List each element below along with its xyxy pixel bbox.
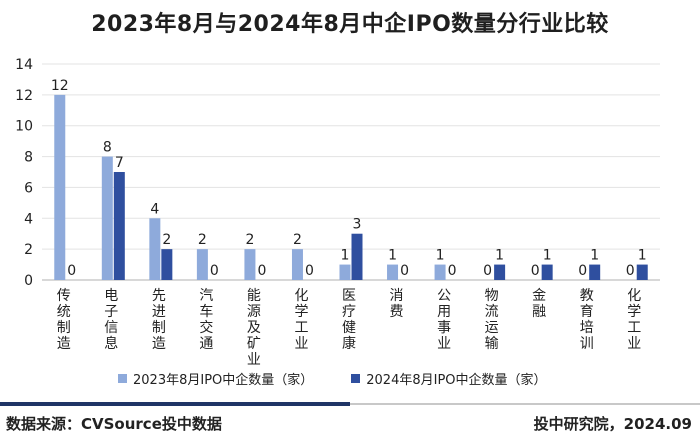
data-label-2024: 0 — [305, 263, 314, 279]
data-label-2023: 12 — [51, 78, 69, 94]
bar-2023 — [149, 218, 161, 280]
data-label-2024: 0 — [257, 263, 266, 279]
data-label-2024: 0 — [67, 263, 76, 279]
x-tick-label: 教育培训 — [580, 288, 594, 352]
bar-2024 — [589, 264, 601, 280]
y-tick-label: 2 — [24, 242, 33, 258]
chart-title: 2023年8月与2024年8月中企IPO数量分行业比较 — [91, 12, 609, 37]
bar-2023 — [244, 249, 256, 280]
data-label-2023: 0 — [578, 263, 587, 279]
data-label-2024: 1 — [543, 248, 552, 264]
data-label-2023: 2 — [293, 232, 302, 248]
tick-labels: 02468101214传统制造电子信息先进制造汽车交通能源及矿业化学工业医疗健康… — [15, 57, 641, 368]
bars — [54, 94, 648, 280]
data-label-2023: 0 — [531, 263, 540, 279]
x-tick-label: 电子信息 — [104, 288, 118, 352]
bar-2023 — [196, 249, 208, 280]
x-tick-label: 先进制造 — [152, 288, 166, 352]
data-label-2024: 1 — [495, 248, 504, 264]
data-label-2024: 1 — [590, 248, 599, 264]
bar-2024 — [113, 172, 125, 280]
y-tick-label: 12 — [15, 88, 33, 104]
legend-label-2024: 2024年8月IPO中企数量（家） — [366, 373, 547, 388]
bar-2024 — [541, 264, 553, 280]
y-tick-label: 0 — [24, 273, 33, 289]
footer-source: 数据来源：CVSource投中数据 — [6, 415, 222, 433]
bar-2023 — [291, 249, 303, 280]
bar-2023 — [54, 94, 66, 280]
legend: 2023年8月IPO中企数量（家） 2024年8月IPO中企数量（家） — [118, 369, 547, 388]
data-label-2023: 2 — [245, 232, 254, 248]
y-tick-label: 6 — [24, 180, 33, 196]
y-tick-label: 8 — [24, 150, 33, 166]
x-tick-label: 消费 — [390, 288, 404, 320]
bar-2023 — [387, 264, 399, 280]
data-label-2024: 3 — [353, 217, 362, 233]
bar-2024 — [351, 233, 363, 280]
y-tick-label: 14 — [15, 57, 33, 73]
data-label-2024: 7 — [115, 155, 124, 171]
data-label-2023: 0 — [483, 263, 492, 279]
footer-divider-dark — [0, 402, 350, 406]
bar-2024 — [494, 264, 506, 280]
bar-2023 — [434, 264, 446, 280]
x-tick-label: 医疗健康 — [342, 288, 356, 352]
data-label-2023: 1 — [388, 248, 397, 264]
x-tick-label: 公用事业 — [437, 288, 451, 352]
x-tick-label: 能源及矿业 — [247, 288, 261, 368]
data-label-2023: 8 — [103, 140, 112, 156]
legend-swatch-2023 — [118, 374, 127, 383]
x-tick-label: 化学工业 — [627, 288, 641, 352]
data-label-2024: 2 — [162, 232, 171, 248]
y-tick-label: 10 — [15, 119, 33, 135]
legend-swatch-2024 — [351, 374, 361, 383]
footer-divider-light — [350, 403, 700, 405]
data-label-2024: 0 — [448, 263, 457, 279]
data-label-2024: 0 — [400, 263, 409, 279]
data-label-2024: 1 — [638, 248, 647, 264]
legend-item-2024: 2024年8月IPO中企数量（家） — [351, 369, 547, 388]
data-label-2023: 0 — [626, 263, 635, 279]
bar-2023 — [339, 264, 351, 280]
data-label-2023: 2 — [198, 232, 207, 248]
legend-label-2023: 2023年8月IPO中企数量（家） — [133, 373, 314, 388]
bar-2023 — [101, 156, 113, 280]
grid-lines — [42, 63, 660, 250]
bar-2024 — [636, 264, 648, 280]
legend-item-2023: 2023年8月IPO中企数量（家） — [118, 369, 313, 388]
x-tick-label: 物流运输 — [485, 288, 499, 352]
x-tick-label: 化学工业 — [294, 288, 308, 352]
data-label-2023: 4 — [150, 201, 159, 217]
x-tick-label: 传统制造 — [57, 288, 71, 352]
bar-2024 — [161, 249, 173, 280]
data-label-2023: 1 — [341, 248, 350, 264]
footer-credit: 投中研究院，2024.09 — [533, 415, 692, 433]
data-label-2023: 1 — [436, 248, 445, 264]
x-tick-label: 金融 — [532, 288, 546, 320]
x-tick-label: 汽车交通 — [199, 288, 213, 352]
data-label-2024: 0 — [210, 263, 219, 279]
y-tick-label: 4 — [24, 211, 33, 227]
